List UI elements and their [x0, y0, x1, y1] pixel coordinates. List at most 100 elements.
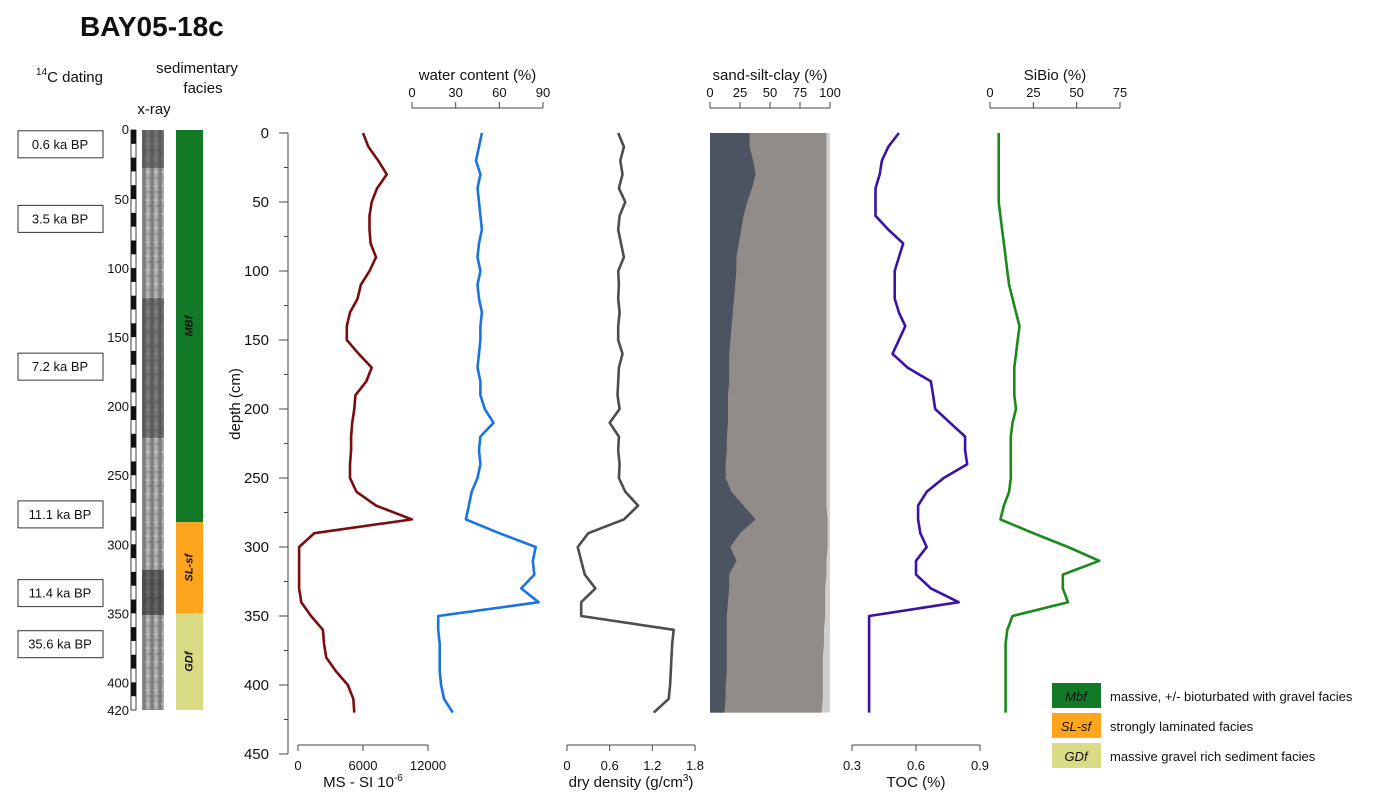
- core-depth-tick-label: 350: [107, 606, 129, 621]
- ruler-segment: [131, 185, 136, 200]
- depth-tick-label: 250: [244, 470, 269, 487]
- toc-axis-label: TOC (%): [887, 774, 946, 791]
- core-depth-tick-label: 250: [107, 468, 129, 483]
- toc-tick-label: 0.3: [843, 758, 861, 773]
- dating-label: C dating: [47, 69, 103, 86]
- legend-code: GDf: [1064, 749, 1089, 764]
- legend-code: Mbf: [1065, 689, 1088, 704]
- ruler-segment: [131, 240, 136, 255]
- dating-label: 11.1 ka BP: [29, 507, 92, 522]
- depth-tick-label: 50: [252, 194, 269, 211]
- ms-axis-label-text: MS - SI 10: [323, 774, 394, 791]
- dating-label: 3.5 ka BP: [32, 211, 88, 226]
- toc-series-line: [867, 132, 969, 713]
- depth-tick-label: 0: [261, 125, 269, 142]
- facies-column: MBf SL-sf GDf: [176, 130, 203, 710]
- ruler-segment: [131, 212, 136, 227]
- density-tick-label: 0: [563, 758, 570, 773]
- density-axis-label-suffix: ): [688, 774, 693, 791]
- panel-ms: 0 6000 12000 MS - SI 10-6: [294, 132, 446, 791]
- ruler-segment: [131, 433, 136, 448]
- water-series-line: [436, 132, 540, 714]
- facies-header-line1: sedimentary: [156, 60, 238, 77]
- dating-superscript: 14: [36, 67, 48, 78]
- sibio-axis-label: SiBio (%): [1024, 67, 1087, 84]
- depth-tick-label: 300: [244, 539, 269, 556]
- legend-swatch-sl-sf: [1052, 713, 1101, 738]
- core-depth-tick-label: 50: [115, 192, 129, 207]
- xray-dark-section: [142, 130, 164, 168]
- facies-header-line2: facies: [183, 80, 222, 97]
- ruler-segment: [131, 378, 136, 393]
- sibio-tick-label: 75: [1113, 85, 1127, 100]
- ms-axis-label-superscript: -6: [394, 773, 403, 784]
- sand-silt-clay-tick-label: 25: [733, 85, 747, 100]
- core-column: 0 50 100 150 200 250 300 350 400 420 MBf SL-sf GDf: [107, 122, 203, 718]
- sand-silt-clay-axis-label: sand-silt-clay (%): [712, 67, 827, 84]
- sibio-axis-label-text: SiBio (%): [1024, 67, 1087, 84]
- sibio-tick-label: 50: [1069, 85, 1083, 100]
- dating-boxes: 0.6 ka BP 3.5 ka BP 7.2 ka BP 11.1 ka BP 11.…: [17, 130, 104, 659]
- ms-axis-label: MS - SI 10-6: [323, 773, 403, 791]
- facies-code-label: MBf: [183, 314, 195, 336]
- sand-silt-clay-tick-label: 75: [793, 85, 807, 100]
- ruler-segment: [131, 544, 136, 559]
- water-axis-label-text: water content (%): [418, 67, 537, 84]
- ruler-segment: [131, 350, 136, 365]
- dating-label: 35.6 ka BP: [28, 637, 92, 652]
- ruler-segment: [131, 295, 136, 310]
- panel-toc: 0.3 0.6 0.9 TOC (%): [843, 132, 989, 791]
- ms-tick-label: 6000: [349, 758, 378, 773]
- ms-series-line: [297, 132, 414, 713]
- depth-tick-label: 450: [244, 746, 269, 763]
- facies-block-mbf: [176, 130, 203, 523]
- facies-code-label: SL-sf: [183, 553, 195, 582]
- dating-label: 7.2 ka BP: [32, 359, 88, 374]
- facies-legend: Mbf massive, +/- bioturbated with gravel …: [1052, 683, 1353, 768]
- ruler-segment: [131, 130, 136, 144]
- legend-text: massive gravel rich sediment facies: [1110, 749, 1316, 764]
- ms-tick-label: 12000: [410, 758, 446, 773]
- dating-box: [17, 130, 104, 159]
- legend-text: strongly laminated facies: [1110, 719, 1254, 734]
- ruler-segment: [131, 268, 136, 282]
- depth-tick-label: 150: [244, 332, 269, 349]
- depth-axis: 0 50 100 150 200 250 300 350 400 450 depth (cm): [227, 125, 289, 763]
- sand-silt-clay-tick-label: 100: [819, 85, 841, 100]
- depth-tick-label: 400: [244, 677, 269, 694]
- dating-label: 0.6 ka BP: [32, 137, 88, 152]
- density-axis-label-superscript: 3: [683, 773, 689, 784]
- dating-box: [17, 204, 104, 233]
- sibio-tick-label: 25: [1026, 85, 1040, 100]
- facies-block-gdf: [176, 613, 203, 710]
- water-axis-label: water content (%): [418, 67, 537, 84]
- depth-axis-label: depth (cm): [227, 368, 244, 440]
- core-depth-tick-label: 0: [122, 122, 129, 137]
- core-depth-tick-label: 400: [107, 675, 129, 690]
- water-tick-label: 0: [408, 85, 415, 100]
- ruler-segment: [131, 461, 136, 476]
- ruler-segment: [131, 157, 136, 172]
- xray-header: x-ray: [137, 101, 171, 118]
- legend-text: massive, +/- bioturbated with gravel fac…: [1110, 689, 1353, 704]
- ruler-segment: [131, 654, 136, 669]
- ruler-segment: [131, 323, 136, 338]
- xray-image: [142, 130, 164, 710]
- core-depth-tick-label: 420: [107, 703, 129, 718]
- dating-box: [17, 352, 104, 381]
- sand-area: [710, 133, 756, 713]
- ruler-segment: [131, 627, 136, 641]
- dating-header: 14C dating: [36, 67, 103, 86]
- toc-tick-label: 0.6: [907, 758, 925, 773]
- density-tick-label: 0.6: [601, 758, 619, 773]
- ruler-segment: [131, 682, 136, 697]
- toc-tick-label: 0.9: [971, 758, 989, 773]
- ruler-segment: [131, 571, 136, 586]
- density-tick-label: 1.8: [686, 758, 704, 773]
- sibio-series-line: [997, 133, 1101, 713]
- depth-ruler: 0 50 100 150 200 250 300 350 400 420: [107, 122, 137, 718]
- core-depth-tick-label: 100: [107, 261, 129, 276]
